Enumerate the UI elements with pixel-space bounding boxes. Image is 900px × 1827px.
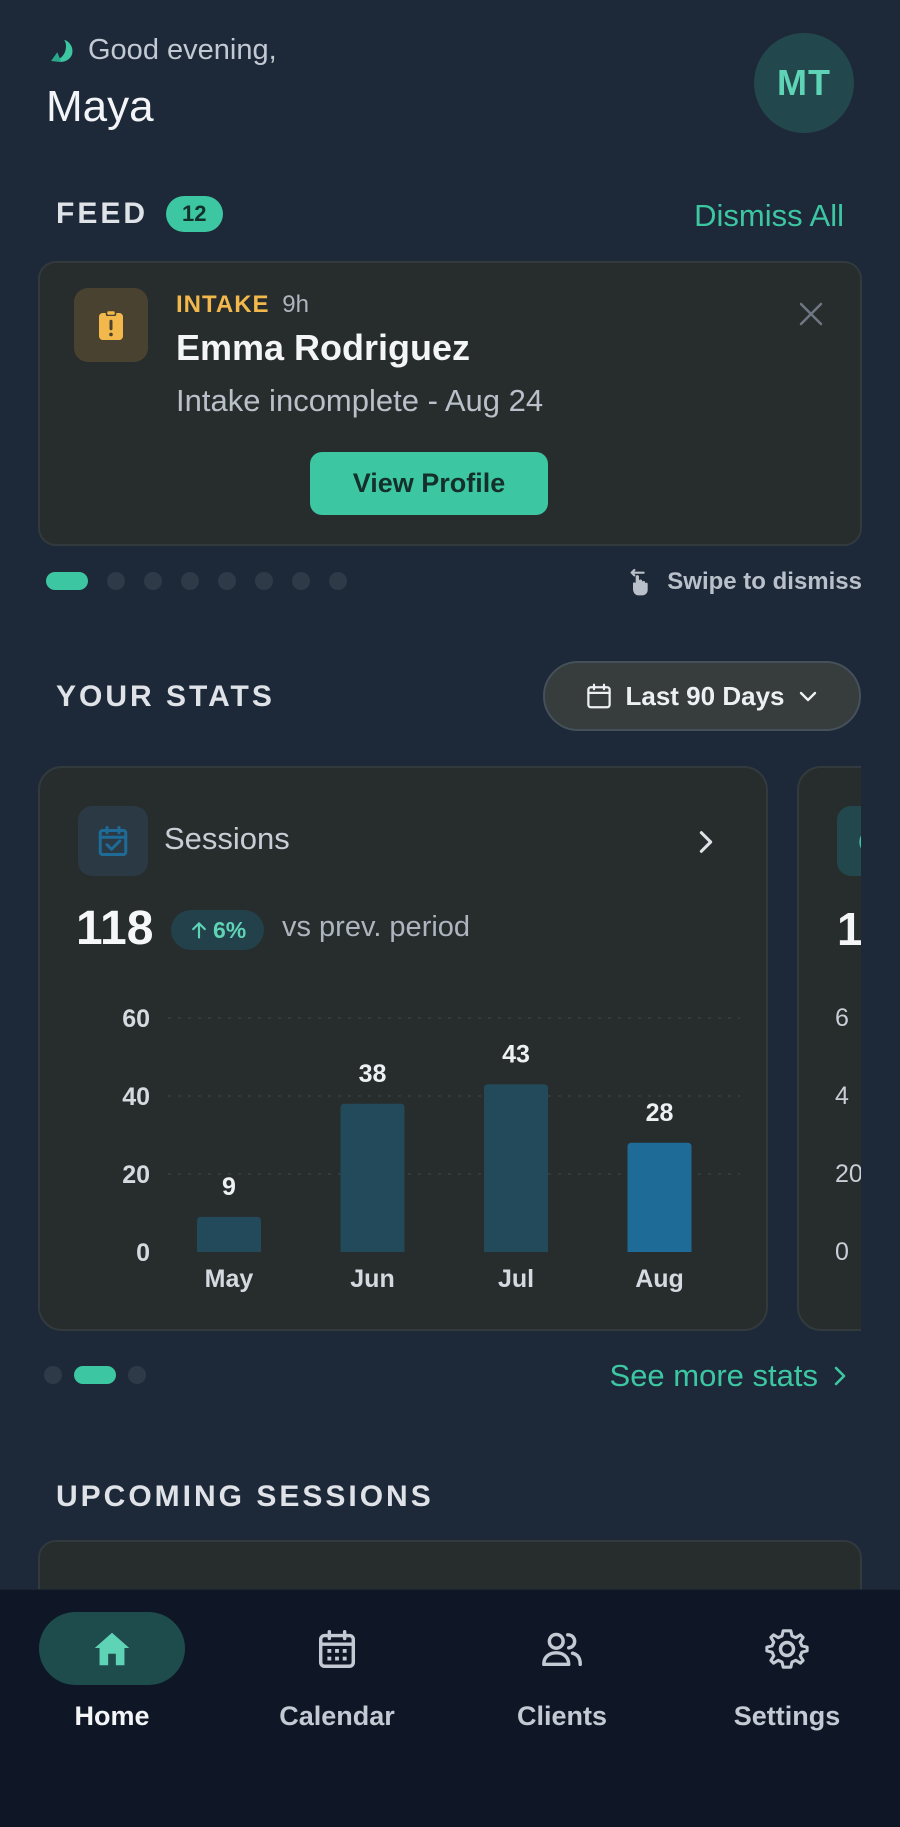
peek-total: 16	[837, 903, 861, 955]
chevron-right-icon[interactable]	[692, 828, 720, 856]
delta-value: 6%	[213, 916, 247, 943]
home-icon	[94, 1632, 130, 1665]
feed-card[interactable]: INTAKE 9h Emma Rodriguez Intake incomple…	[38, 261, 862, 546]
calendar-icon	[318, 1629, 356, 1668]
sessions-stat-card[interactable]: Sessions 118 6% vs prev. period 0 20 40 60 9…	[38, 766, 768, 1331]
greeting-text: Good evening,	[88, 34, 277, 66]
pagination-dot[interactable]	[46, 572, 88, 590]
pagination-dot[interactable]	[255, 572, 273, 590]
calendar-icon	[586, 683, 611, 709]
y-tick-label: 0	[136, 1239, 150, 1267]
feed-count-badge: 12	[166, 196, 223, 232]
gear-icon	[765, 1628, 809, 1669]
greeting-row: Good evening,	[46, 34, 277, 67]
peek-tick: 20	[835, 1160, 861, 1188]
pagination-dot[interactable]	[44, 1366, 62, 1384]
see-more-stats-link[interactable]: See more stats	[610, 1358, 852, 1394]
peek-tick: 4	[835, 1082, 849, 1110]
avatar[interactable]: MT	[754, 33, 854, 133]
x-tick-label: Jun	[350, 1265, 394, 1293]
feed-title: FEED	[56, 197, 149, 230]
calendar-check-icon	[78, 806, 148, 876]
close-icon[interactable]	[796, 299, 826, 329]
feed-header: FEED 12	[56, 196, 223, 232]
nav-home[interactable]: Home	[12, 1612, 212, 1732]
user-name: Maya	[46, 82, 154, 131]
bar	[484, 1084, 548, 1252]
people-icon	[542, 1632, 582, 1666]
nav-label: Home	[74, 1701, 150, 1731]
chevron-right-icon	[834, 1366, 846, 1386]
pagination-dot[interactable]	[128, 1366, 146, 1384]
next-stat-card-peek[interactable]: 16 6 4 20 0	[797, 766, 861, 1331]
delta-suffix: vs prev. period	[282, 911, 471, 943]
clipboard-alert-icon	[74, 288, 148, 362]
x-tick-label: Aug	[635, 1265, 684, 1293]
peek-tick: 0	[835, 1238, 849, 1266]
pagination-dot[interactable]	[329, 572, 347, 590]
stats-title: YOUR STATS	[56, 680, 275, 713]
y-tick-label: 60	[122, 1005, 150, 1033]
swipe-hand-icon	[630, 568, 648, 596]
card-subtitle: Intake incomplete - Aug 24	[176, 383, 544, 418]
upcoming-title: UPCOMING SESSIONS	[56, 1480, 434, 1513]
nav-calendar[interactable]: Calendar	[237, 1612, 437, 1732]
pagination-dot[interactable]	[107, 572, 125, 590]
feed-pagination	[46, 572, 347, 590]
moon-icon	[51, 39, 73, 62]
bottom-nav: Home Calendar	[0, 1589, 900, 1827]
bar	[197, 1216, 261, 1252]
stats-pagination	[44, 1366, 146, 1384]
pagination-dot[interactable]	[74, 1366, 116, 1384]
peek-tick: 6	[835, 1004, 849, 1032]
y-tick-label: 20	[122, 1161, 150, 1189]
clock-icon	[837, 806, 861, 876]
dismiss-all-button[interactable]: Dismiss All	[694, 198, 844, 233]
chevron-down-icon	[800, 691, 817, 702]
swipe-hint-text: Swipe to dismiss	[667, 568, 862, 595]
client-name: Emma Rodriguez	[176, 327, 471, 368]
card-meta: INTAKE 9h	[176, 291, 309, 319]
see-more-label: See more stats	[609, 1358, 818, 1393]
date-range-dropdown[interactable]: Last 90 Days	[543, 661, 861, 731]
bar-value-label: 9	[222, 1173, 236, 1201]
card-age: 9h	[282, 291, 309, 318]
y-tick-label: 40	[122, 1083, 150, 1111]
stat-total: 118	[76, 902, 154, 955]
nav-label: Settings	[733, 1701, 841, 1731]
pagination-dot[interactable]	[181, 572, 199, 590]
nav-label: Calendar	[279, 1701, 395, 1731]
bar	[340, 1103, 405, 1252]
swipe-hint: Swipe to dismiss	[625, 566, 862, 598]
pagination-dot[interactable]	[292, 572, 310, 590]
x-tick-label: May	[205, 1265, 254, 1293]
nav-label: Clients	[516, 1701, 608, 1731]
delta-badge: 6%	[171, 910, 265, 950]
x-tick-label: Jul	[498, 1265, 534, 1293]
bar-value-label: 43	[502, 1040, 530, 1068]
pagination-dot[interactable]	[218, 572, 236, 590]
stat-label: Sessions	[164, 821, 290, 856]
arrow-up-icon	[192, 922, 206, 939]
sessions-bar-chart: 0 20 40 60 9 May 38 Jun 43 Jul 28 Aug	[122, 1005, 740, 1293]
date-range-label: Last 90 Days	[625, 680, 785, 711]
card-tag: INTAKE	[176, 291, 270, 318]
pagination-dot[interactable]	[144, 572, 162, 590]
bar-value-label: 28	[646, 1099, 674, 1127]
nav-settings[interactable]: Settings	[687, 1612, 887, 1732]
bar	[627, 1142, 692, 1252]
bar-value-label: 38	[359, 1060, 387, 1088]
view-profile-button[interactable]: View Profile	[310, 452, 548, 515]
nav-clients[interactable]: Clients	[462, 1612, 662, 1732]
